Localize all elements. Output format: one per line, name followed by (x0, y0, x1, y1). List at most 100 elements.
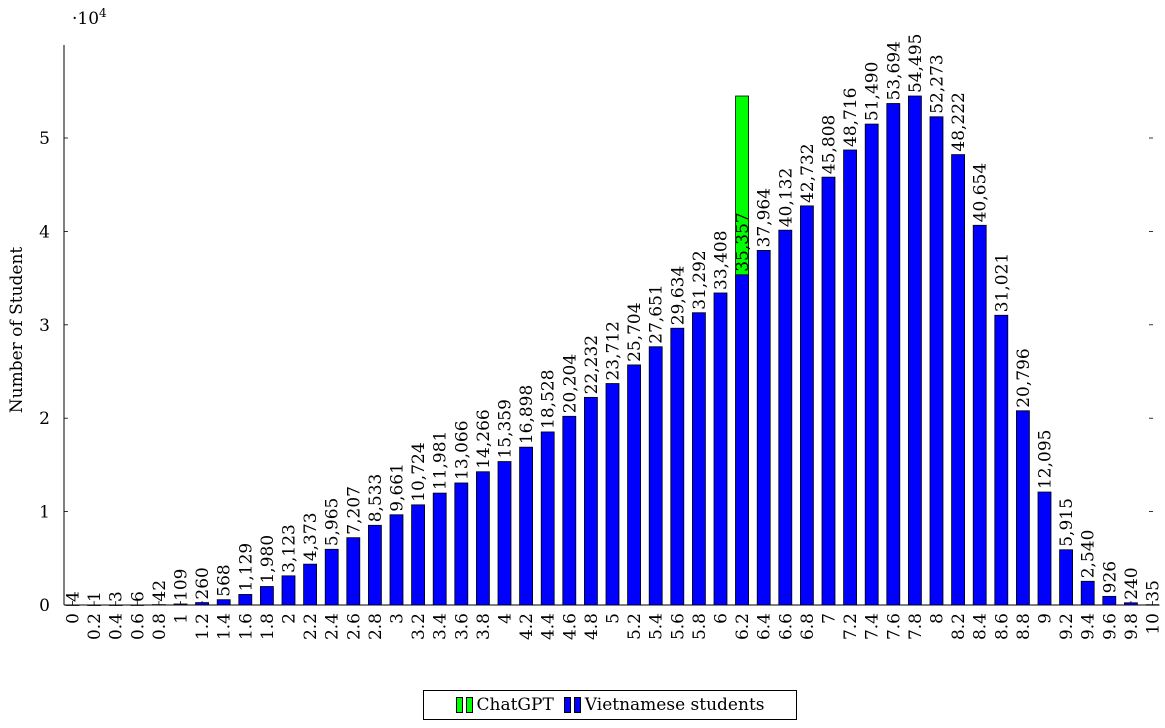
x-tick-label: 4.4 (539, 613, 559, 640)
x-tick-label: 8.4 (971, 613, 991, 640)
x-tick-label: 5.6 (668, 613, 688, 640)
x-tick-label: 0.4 (107, 613, 127, 640)
x-tick-label: 1.8 (258, 613, 278, 640)
bar-vietnamese-students (670, 327, 685, 606)
x-tick-label: 2.6 (344, 613, 364, 640)
bar-vietnamese-students (1037, 491, 1052, 606)
x-tick-label: 8 (928, 613, 948, 624)
bar-vietnamese-students (65, 604, 80, 606)
data-label: 5,915 (1057, 498, 1077, 547)
data-label: 5,965 (323, 498, 343, 547)
x-tick-label: 1.4 (215, 613, 235, 640)
x-tick-label: 3.6 (452, 613, 472, 640)
bar-vietnamese-students (886, 103, 901, 606)
x-tick-label: 6.2 (733, 613, 753, 640)
data-label: 13,066 (452, 420, 472, 479)
data-label: 27,651 (647, 284, 667, 343)
data-label: 568 (215, 564, 235, 596)
bar-vietnamese-students (540, 431, 555, 606)
data-label: 11,981 (431, 431, 451, 490)
x-tick-label: 1.2 (193, 613, 213, 640)
bar-vietnamese-students (216, 599, 231, 606)
x-tick-label: 3.2 (409, 613, 429, 640)
data-label: 4 (64, 591, 84, 602)
data-label: 9,661 (388, 463, 408, 512)
bar-vietnamese-students (605, 383, 620, 606)
bar-vietnamese-students (864, 123, 879, 606)
data-label: 240 (1122, 567, 1142, 599)
bar-vietnamese-students (627, 364, 641, 606)
bar-vietnamese-students (195, 602, 210, 606)
x-tick-label: 3 (388, 613, 408, 624)
y-axis-title: Number of Student (7, 247, 27, 414)
x-tick-label: 9.2 (1057, 613, 1077, 640)
bar-vietnamese-students (475, 471, 490, 606)
data-label: 1 (85, 591, 105, 602)
data-label: 6 (128, 591, 148, 602)
x-tick-label: 0.6 (128, 613, 148, 640)
data-label: 29,634 (668, 266, 688, 325)
data-label: 7,207 (344, 486, 364, 535)
y-tick-label: 3 (39, 316, 50, 336)
x-tick-label: 3.8 (474, 613, 494, 640)
bar-vietnamese-students (346, 537, 361, 606)
bar-vietnamese-students (1059, 549, 1073, 606)
legend-swatch-students-b (573, 697, 581, 713)
x-tick-label: 2.4 (323, 613, 343, 640)
data-label: 260 (193, 567, 213, 599)
bar-vietnamese-students (951, 154, 965, 606)
bar-vietnamese-students (108, 604, 123, 606)
x-tick-label: 2 (280, 613, 300, 624)
x-tick-label: 4.2 (517, 613, 537, 640)
x-tick-label: 8.2 (949, 613, 969, 640)
x-tick-label: 7.6 (884, 613, 904, 640)
x-tick-label: 4.8 (582, 613, 602, 640)
data-label: 2,540 (1079, 530, 1099, 579)
data-label: 31,021 (992, 253, 1012, 312)
x-tick-label: 4.6 (560, 613, 580, 640)
legend-swatch-students-a (563, 697, 571, 713)
bar-vietnamese-students (929, 116, 944, 606)
data-label: 42 (150, 580, 170, 602)
bar-vietnamese-students (972, 224, 987, 606)
data-label: 51,490 (863, 62, 883, 121)
bar-vietnamese-students (821, 176, 836, 606)
x-tick-label: 5 (604, 613, 624, 624)
data-label: 20,204 (560, 354, 580, 413)
data-label: 53,694 (884, 41, 904, 100)
legend-label-vietnamese-students: Vietnamese students (584, 695, 765, 715)
bar-vietnamese-students (908, 95, 922, 606)
data-label: 48,716 (841, 88, 861, 147)
bar-vietnamese-students (519, 446, 533, 606)
data-label: 35 (1144, 580, 1164, 602)
bar-vietnamese-students (324, 548, 339, 606)
bar-vietnamese-students (1016, 410, 1030, 606)
y-tick-label: 0 (39, 596, 50, 616)
y-tick-label: 1 (39, 503, 50, 523)
data-label: 42,732 (798, 143, 818, 202)
bar-vietnamese-students (281, 575, 296, 606)
bar-vietnamese-students (1124, 602, 1138, 606)
data-label: 40,654 (971, 163, 991, 222)
bar-vietnamese-students (173, 603, 188, 606)
bar-vietnamese-students (1080, 580, 1095, 606)
bar-vietnamese-students (130, 604, 145, 606)
x-tick-label: 0.8 (150, 613, 170, 640)
data-label: 15,359 (496, 399, 516, 458)
x-tick-label: 5.8 (690, 613, 710, 640)
bar-vietnamese-students (843, 149, 857, 606)
y-tick-label: 4 (39, 222, 50, 242)
data-label: 12,095 (1036, 430, 1056, 489)
x-tick-label: 7.8 (906, 613, 926, 640)
x-tick-label: 5.2 (625, 613, 645, 640)
bar-vietnamese-students (778, 229, 793, 606)
data-label: 4,373 (301, 512, 321, 561)
x-tick-label: 2.8 (366, 613, 386, 640)
x-tick-label: 2.2 (301, 613, 321, 640)
data-label: 1,980 (258, 535, 278, 584)
bar-vietnamese-students (454, 482, 469, 606)
legend-item-vietnamese-students: Vietnamese students (563, 695, 765, 715)
data-label: 3,123 (280, 524, 300, 573)
data-label: 3 (107, 591, 127, 602)
x-tick-label: 10 (1144, 613, 1164, 635)
